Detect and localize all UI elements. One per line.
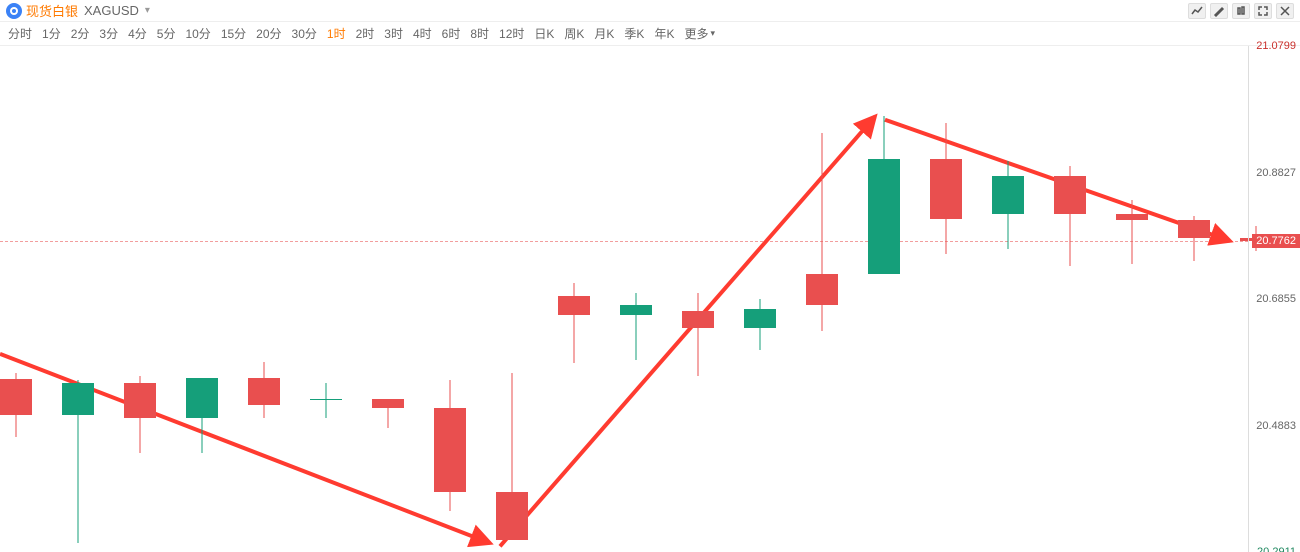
candle[interactable] <box>744 299 776 350</box>
candle[interactable] <box>434 380 466 512</box>
timeframe-item[interactable]: 日K <box>534 25 554 42</box>
candle[interactable] <box>1054 166 1086 266</box>
timeframe-item[interactable]: 15分 <box>221 25 246 42</box>
candle[interactable] <box>62 380 94 544</box>
timeframe-item[interactable]: 8时 <box>470 25 489 42</box>
header-tools <box>1188 3 1294 19</box>
y-axis-label: 20.2911 <box>1257 546 1296 552</box>
timeframe-item[interactable]: 2时 <box>356 25 375 42</box>
timeframe-item[interactable]: 月K <box>594 25 614 42</box>
candle[interactable] <box>868 116 900 273</box>
candle[interactable] <box>496 373 528 540</box>
header-left: 现货白银 XAGUSD ▾ <box>6 1 150 20</box>
symbol-dropdown-icon[interactable]: ▾ <box>145 5 150 16</box>
candle[interactable] <box>620 293 652 360</box>
timeframe-item[interactable]: 1时 <box>327 25 346 42</box>
candle[interactable] <box>682 293 714 376</box>
candle[interactable] <box>558 283 590 363</box>
timeframe-item[interactable]: 3时 <box>384 25 403 42</box>
chart-container: 20.7762 21.079920.882720.685520.488320.2… <box>0 46 1300 552</box>
timeframe-item[interactable]: 1分 <box>42 25 61 42</box>
y-axis-label: 21.0799 <box>1256 40 1296 52</box>
timeframe-item[interactable]: 4分 <box>128 25 147 42</box>
line-chart-icon[interactable] <box>1188 3 1206 19</box>
candle[interactable] <box>806 133 838 331</box>
instrument-name[interactable]: 现货白银 <box>26 1 78 20</box>
close-icon[interactable] <box>1276 3 1294 19</box>
header-bar: 现货白银 XAGUSD ▾ <box>0 0 1300 22</box>
edit-icon[interactable] <box>1210 3 1228 19</box>
timeframe-bar: 分时 1分 2分 3分 4分 5分 10分 15分 20分 30分 1时 2时 3时 4时 6时 8时 12时日… <box>0 22 1300 46</box>
timeframe-item[interactable]: 4时 <box>413 25 432 42</box>
chart-plot-area[interactable] <box>0 46 1248 552</box>
candle[interactable] <box>1116 200 1148 264</box>
timeframe-item[interactable]: 20分 <box>256 25 281 42</box>
candle[interactable] <box>0 373 32 437</box>
timeframe-item[interactable]: 12时 <box>499 25 524 42</box>
candle[interactable] <box>248 362 280 418</box>
timeframe-item[interactable]: 分时 <box>8 25 32 42</box>
y-axis-label: 20.6855 <box>1256 293 1296 305</box>
candle[interactable] <box>930 123 962 254</box>
candle[interactable] <box>992 161 1024 249</box>
timeframe-item[interactable]: 5分 <box>157 25 176 42</box>
timeframe-item[interactable]: 10分 <box>185 25 210 42</box>
y-axis-label: 20.8827 <box>1256 167 1296 179</box>
app-logo-icon <box>6 3 22 19</box>
timeframe-item[interactable]: 季K <box>624 25 644 42</box>
y-axis: 20.7762 21.079920.882720.685520.488320.2… <box>1248 46 1300 552</box>
timeframe-item[interactable]: 6时 <box>442 25 461 42</box>
timeframe-item[interactable]: 2分 <box>71 25 90 42</box>
candle[interactable] <box>372 399 404 428</box>
timeframe-item[interactable]: 30分 <box>292 25 317 42</box>
last-price-tag: 20.7762 <box>1252 234 1300 248</box>
candle-icon[interactable] <box>1232 3 1250 19</box>
symbol-code[interactable]: XAGUSD <box>84 3 139 18</box>
timeframe-item[interactable]: 周K <box>564 25 584 42</box>
last-price-value: 20.7762 <box>1256 235 1296 247</box>
timeframe-item[interactable]: 年K <box>654 25 674 42</box>
timeframe-item[interactable]: 3分 <box>99 25 118 42</box>
y-axis-label: 20.4883 <box>1256 420 1296 432</box>
fullscreen-icon[interactable] <box>1254 3 1272 19</box>
candle[interactable] <box>124 376 156 453</box>
candle[interactable] <box>186 378 218 454</box>
timeframe-more[interactable]: 更多 ▾ <box>684 25 715 42</box>
candle[interactable] <box>310 383 342 418</box>
candle[interactable] <box>1178 216 1210 261</box>
